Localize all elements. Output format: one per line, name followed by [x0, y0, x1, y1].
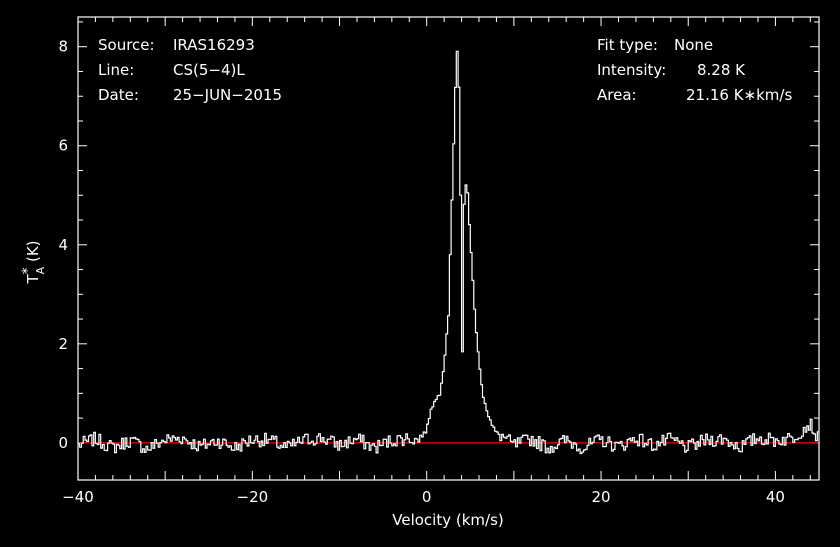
header-intensity-key: Intensity: — [597, 61, 666, 79]
x-tick-label: −40 — [62, 488, 94, 506]
x-tick-label: −20 — [237, 488, 269, 506]
y-tick-label: 0 — [58, 434, 68, 452]
x-tick-label: 0 — [422, 488, 432, 506]
y-axis-title-sup: * — [20, 267, 36, 274]
header-info-right: Fit type: None Intensity: 8.28 K Area: 2… — [597, 36, 792, 104]
y-axis-title-sub: A — [34, 266, 47, 274]
header-line-key: Line: — [98, 61, 134, 79]
y-axis-title-unit: (K) — [24, 240, 42, 266]
y-axis-title-base: T — [24, 274, 42, 285]
header-line-value: CS(5−4)L — [173, 61, 245, 79]
header-area-key: Area: — [597, 86, 637, 104]
plot-frame — [77, 16, 820, 481]
header-date-value: 25−JUN−2015 — [173, 86, 282, 104]
header-source-value: IRAS16293 — [173, 36, 255, 54]
x-tick-label: 40 — [766, 488, 785, 506]
header-fit-type-key: Fit type: — [597, 36, 658, 54]
y-axis-tick-labels: 0 2 4 6 8 — [58, 38, 68, 452]
x-axis-ticks — [77, 17, 811, 480]
header-area-value: 21.16 K∗km/s — [686, 86, 792, 104]
header-date-key: Date: — [98, 86, 139, 104]
x-tick-label: 20 — [592, 488, 611, 506]
y-tick-label: 8 — [58, 38, 68, 56]
y-tick-label: 6 — [58, 137, 68, 155]
y-tick-label: 4 — [58, 236, 68, 254]
x-axis-title: Velocity (km/s) — [392, 511, 503, 529]
header-fit-type-value: None — [674, 36, 713, 54]
y-axis-ticks — [78, 21, 819, 444]
header-intensity-value: 8.28 K — [697, 61, 746, 79]
y-tick-label: 2 — [58, 335, 68, 353]
header-info-left: Source: IRAS16293 Line: CS(5−4)L Date: 2… — [98, 36, 282, 104]
spectrum-series-line — [78, 50, 819, 455]
header-source-key: Source: — [98, 36, 155, 54]
y-axis-title: T*A (K) — [20, 240, 47, 284]
x-axis-tick-labels: −40 −20 0 20 40 — [62, 488, 785, 506]
